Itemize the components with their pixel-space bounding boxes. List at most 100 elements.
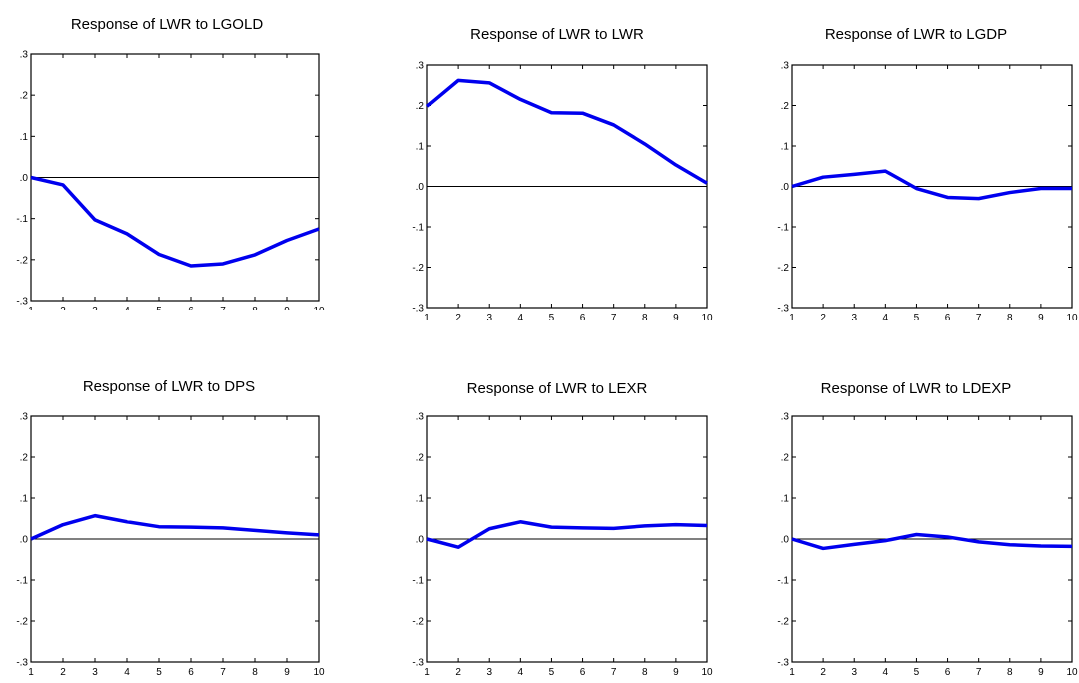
x-tick-label: 1 — [424, 313, 430, 320]
x-tick-label: 1 — [424, 667, 430, 678]
x-tick-label: 4 — [124, 667, 130, 678]
panel-ldexp: Response of LWR to LDEXP .3 .2 .1 .0 -.1 -.2 -… — [755, 372, 1079, 683]
response-line — [791, 169, 1072, 201]
x-tick-label: 7 — [220, 306, 226, 310]
y-tick-label: .0 — [416, 535, 425, 546]
y-tick-label: -.1 — [16, 576, 28, 587]
x-tick-label: 7 — [611, 313, 617, 320]
x-tick-label: 10 — [313, 306, 325, 310]
response-line — [791, 532, 1073, 551]
chart-svg: .3 .2 .1 .0 -.1 -.2 -.31 2 3 4 5 6 7 8 9 10 — [412, 412, 713, 679]
x-tick-label: 4 — [518, 313, 524, 320]
y-tick-label: .2 — [20, 91, 29, 102]
y-tick-label: -.3 — [777, 304, 789, 315]
x-tick-label: 3 — [486, 667, 492, 678]
chart-svg: .3 .2 .1 .0 -.1 -.2 -.31 2 3 4 5 6 7 8 9 10 — [412, 61, 713, 321]
chart-title: Response of LWR to LGOLD — [70, 16, 264, 33]
x-tick-label: 5 — [914, 667, 920, 678]
y-tick-label: .0 — [416, 182, 425, 193]
y-tick-label: .3 — [416, 61, 425, 72]
x-tick-label: 3 — [851, 667, 857, 678]
y-tick-label: .1 — [20, 132, 29, 143]
x-tick-label: 8 — [1007, 313, 1013, 320]
y-tick-label: -.2 — [16, 255, 28, 266]
y-tick-label: -.1 — [777, 223, 789, 234]
x-tick-label: 7 — [976, 313, 982, 320]
x-tick-label: 3 — [92, 667, 98, 678]
x-tick-label: 6 — [945, 667, 951, 678]
x-tick-label: 1 — [789, 667, 795, 678]
x-tick-label: 1 — [789, 313, 795, 320]
x-tick-label: 2 — [820, 667, 826, 678]
y-tick-label: -.3 — [412, 304, 424, 315]
x-tick-label: 3 — [851, 313, 857, 320]
x-tick-label: 4 — [124, 306, 130, 310]
y-tick-label: -.2 — [777, 263, 789, 274]
x-tick-label: 1 — [28, 667, 34, 678]
x-tick-label: 5 — [549, 667, 555, 678]
x-tick-label: 3 — [486, 313, 492, 320]
x-tick-label: 6 — [188, 306, 194, 310]
x-tick-label: 9 — [284, 306, 290, 310]
x-tick-label: 5 — [549, 313, 555, 320]
panel-dps: Response of LWR to DPS .3 .2 .1 .0 -.1 -.2 -.3… — [0, 372, 330, 683]
chart-svg: .3 .2 .1 .0 -.1 -.2 -.31 2 3 4 5 6 7 8 9 10 — [16, 412, 325, 679]
y-tick-label: .0 — [20, 535, 29, 546]
y-tick-label: .1 — [781, 142, 790, 153]
x-tick-label: 9 — [673, 313, 679, 320]
x-tick-label: 10 — [701, 313, 713, 320]
x-tick-label: 5 — [914, 313, 920, 320]
x-tick-label: 1 — [28, 306, 34, 310]
x-tick-label: 6 — [945, 313, 951, 320]
x-tick-label: 7 — [611, 667, 617, 678]
y-tick-label: -.1 — [777, 576, 789, 587]
x-tick-label: 7 — [220, 667, 226, 678]
y-tick-label: -.3 — [16, 658, 28, 669]
x-tick-label: 8 — [642, 667, 648, 678]
response-line — [30, 513, 320, 541]
x-tick-label: 8 — [252, 667, 258, 678]
chart-title: Response of LWR to LGDP — [824, 26, 1008, 43]
y-tick-label: -.1 — [412, 576, 424, 587]
x-tick-label: 5 — [156, 306, 162, 310]
y-tick-label: -.1 — [16, 214, 28, 225]
x-tick-label: 2 — [60, 667, 66, 678]
x-tick-label: 10 — [1066, 313, 1078, 320]
y-tick-label: .0 — [781, 535, 790, 546]
x-tick-label: 8 — [252, 306, 258, 310]
x-tick-label: 2 — [455, 667, 461, 678]
y-tick-label: .2 — [781, 101, 790, 112]
y-tick-label: .1 — [416, 142, 425, 153]
y-tick-label: .3 — [781, 412, 790, 423]
x-tick-label: 6 — [580, 313, 586, 320]
y-tick-label: -.1 — [412, 223, 424, 234]
chart-svg: .3 .2 .1 .0 -.1 -.2 -.31 2 3 4 5 6 7 8 9 10 — [777, 412, 1078, 679]
x-tick-label: 10 — [313, 667, 325, 678]
x-tick-label: 7 — [976, 667, 982, 678]
x-tick-label: 6 — [580, 667, 586, 678]
x-tick-label: 4 — [883, 667, 889, 678]
y-tick-label: .2 — [781, 453, 790, 464]
x-tick-label: 5 — [156, 667, 162, 678]
chart-svg: .3 .2 .1 .0 -.1 -.2 -.31 2 3 4 5 6 7 8 9 10 — [16, 50, 325, 311]
x-tick-label: 4 — [518, 667, 524, 678]
y-tick-label: -.2 — [777, 617, 789, 628]
x-tick-label: 9 — [673, 667, 679, 678]
y-tick-label: .0 — [20, 173, 29, 184]
y-tick-label: .1 — [20, 494, 29, 505]
chart-title: Response of LWR to LDEXP — [820, 380, 1012, 397]
y-tick-label: .0 — [781, 182, 790, 193]
y-tick-label: .3 — [20, 412, 29, 423]
x-tick-label: 3 — [92, 306, 98, 310]
chart-title: Response of LWR to LEXR — [466, 380, 648, 397]
y-tick-label: -.2 — [412, 263, 424, 274]
x-tick-label: 8 — [1007, 667, 1013, 678]
y-tick-label: -.3 — [777, 658, 789, 669]
y-tick-label: -.2 — [412, 617, 424, 628]
x-tick-label: 9 — [284, 667, 290, 678]
panel-lwr: Response of LWR to LWR .3 .2 .1 .0 -.1 -.2 -.3… — [390, 10, 720, 320]
x-tick-label: 8 — [642, 313, 648, 320]
chart-title: Response of LWR to DPS — [82, 378, 256, 395]
response-line — [425, 78, 708, 185]
